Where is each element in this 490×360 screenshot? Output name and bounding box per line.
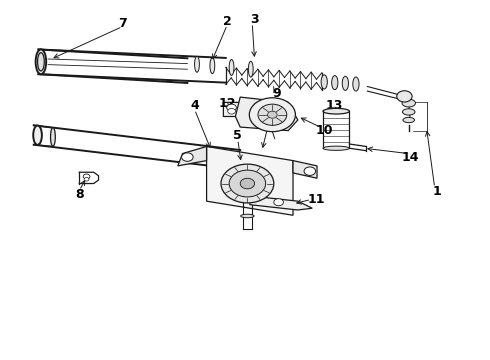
Ellipse shape [195, 57, 199, 72]
Text: 6: 6 [270, 96, 279, 109]
Ellipse shape [241, 214, 254, 218]
Ellipse shape [36, 49, 46, 74]
Text: 14: 14 [402, 150, 419, 163]
Ellipse shape [403, 117, 415, 123]
Circle shape [84, 177, 89, 181]
Ellipse shape [342, 76, 348, 90]
Text: 11: 11 [307, 193, 325, 206]
Ellipse shape [50, 127, 55, 146]
Ellipse shape [323, 146, 349, 150]
Text: 4: 4 [190, 99, 199, 112]
Polygon shape [235, 97, 298, 131]
Ellipse shape [248, 61, 253, 77]
Ellipse shape [353, 77, 359, 91]
Text: 5: 5 [233, 129, 242, 143]
Text: 12: 12 [219, 96, 237, 109]
Polygon shape [293, 161, 317, 178]
Ellipse shape [33, 126, 42, 145]
Ellipse shape [229, 59, 234, 75]
Text: 3: 3 [250, 13, 259, 26]
Text: 10: 10 [316, 124, 333, 137]
Circle shape [397, 91, 412, 102]
Circle shape [227, 104, 236, 111]
Text: 13: 13 [326, 99, 343, 112]
Circle shape [228, 108, 235, 114]
Circle shape [221, 164, 274, 203]
Ellipse shape [402, 99, 416, 107]
Text: 9: 9 [272, 87, 281, 100]
Circle shape [304, 167, 316, 175]
Ellipse shape [321, 75, 327, 89]
Circle shape [240, 178, 255, 189]
Ellipse shape [38, 53, 44, 71]
Polygon shape [178, 147, 207, 166]
Circle shape [83, 174, 90, 179]
Polygon shape [250, 196, 312, 210]
Ellipse shape [332, 76, 338, 90]
Text: 7: 7 [118, 17, 127, 30]
Circle shape [258, 104, 287, 125]
Text: 2: 2 [223, 15, 232, 28]
Circle shape [274, 199, 283, 206]
Ellipse shape [210, 58, 215, 74]
Circle shape [182, 153, 193, 161]
Polygon shape [207, 147, 293, 215]
Text: 1: 1 [433, 185, 441, 198]
Circle shape [249, 98, 295, 132]
Circle shape [268, 111, 277, 118]
Circle shape [229, 170, 266, 197]
Ellipse shape [402, 109, 415, 115]
Polygon shape [223, 102, 243, 117]
Text: 8: 8 [75, 188, 84, 201]
Ellipse shape [323, 108, 349, 114]
